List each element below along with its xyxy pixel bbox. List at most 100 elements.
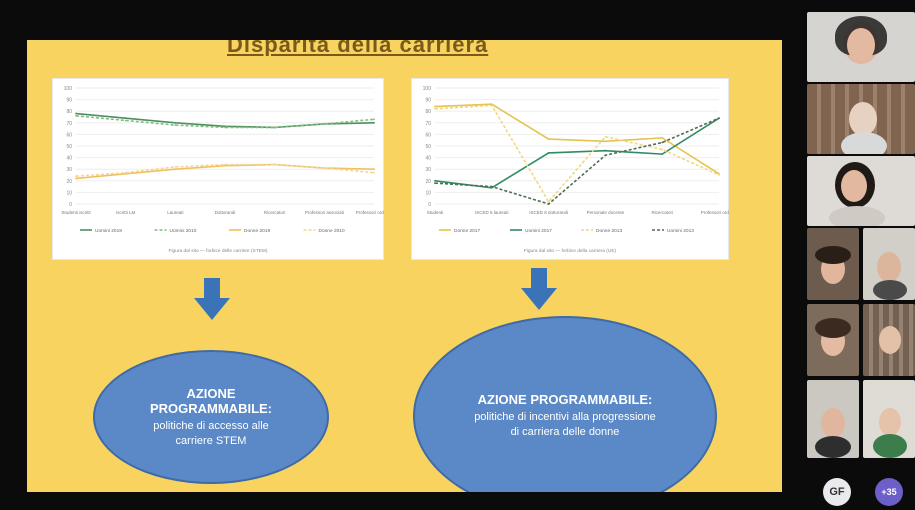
data-point: [273, 126, 276, 129]
y-tick-label: 0: [428, 202, 431, 208]
series-line: [434, 104, 720, 204]
data-point: [547, 152, 550, 154]
data-point: [661, 141, 664, 144]
legend-label: Donne 2019: [244, 228, 270, 234]
down-arrow-icon: [521, 268, 557, 310]
video-tile[interactable]: [863, 380, 915, 458]
participants-bar: GF +35: [807, 472, 915, 510]
y-tick-label: 30: [66, 167, 72, 173]
left-chart-card: 0 10 20 30 40 50 60 70 80 90 100 Studenti iscritti I…: [52, 78, 392, 260]
shared-slide: Disparità della carriera 0 10 20 30 40 50 60 70…: [27, 40, 782, 492]
y-tick-label: 90: [425, 98, 431, 104]
data-point: [273, 163, 276, 166]
legend-label: Donne 2013: [596, 228, 622, 234]
data-point: [661, 136, 664, 139]
data-point: [547, 203, 550, 205]
series-line: [434, 103, 720, 175]
video-tile[interactable]: [807, 84, 915, 154]
video-tile[interactable]: [807, 156, 915, 226]
y-tick-label: 30: [425, 167, 431, 173]
video-tile[interactable]: [807, 304, 859, 376]
data-point: [490, 185, 493, 188]
data-point: [434, 179, 436, 182]
data-point: [434, 182, 436, 185]
data-point: [75, 177, 77, 180]
series-line: [75, 163, 375, 180]
y-tick-label: 20: [66, 179, 72, 185]
y-tick-label: 90: [66, 98, 72, 104]
y-tick-label: 60: [66, 132, 72, 138]
action-title: AZIONE PROGRAMMABILE:: [477, 392, 653, 408]
action-ellipse-left: AZIONE PROGRAMMABILE: politiche di acces…: [93, 350, 329, 484]
data-point: [718, 174, 720, 176]
x-tick-label: ISCED 8 dottorandi: [529, 210, 568, 215]
y-tick-label: 70: [425, 121, 431, 127]
y-tick-label: 10: [66, 190, 72, 196]
data-point: [323, 167, 326, 169]
legend-label: Uomini 2013: [667, 228, 694, 234]
chart-caption: Figura dal sito — forbice della carriera…: [524, 248, 617, 254]
data-point: [604, 135, 607, 138]
x-tick-label: Personale docente: [587, 210, 625, 215]
video-tile[interactable]: [863, 228, 915, 300]
x-tick-label: ISCED 6 laureati: [475, 210, 509, 215]
data-point: [224, 163, 226, 166]
data-point: [75, 112, 77, 115]
y-tick-label: 40: [425, 156, 431, 162]
y-tick-label: 40: [66, 156, 72, 162]
y-tick-label: 60: [425, 132, 431, 138]
data-point: [373, 168, 375, 171]
action-body: politiche di incentivi alla progressione…: [474, 410, 656, 438]
y-tick-label: 0: [69, 202, 72, 208]
down-arrow-icon: [194, 278, 230, 320]
data-point: [174, 121, 177, 124]
y-tick-label: 50: [425, 144, 431, 150]
data-point: [604, 154, 607, 157]
right-chart-card: 0 10 20 30 40 50 60 70 80 90 100 Studenti ISCED 6 la…: [411, 78, 738, 260]
series-line: [434, 117, 720, 189]
chart-caption: Figura dal sito — forbice delle carriere…: [169, 248, 268, 254]
data-point: [490, 104, 493, 107]
data-point: [547, 138, 550, 140]
left-line-chart: 0 10 20 30 40 50 60 70 80 90 100 Studenti iscritti I…: [61, 86, 392, 254]
data-point: [174, 124, 177, 127]
more-participants-button[interactable]: +35: [875, 478, 903, 506]
video-tile[interactable]: [807, 12, 915, 82]
data-point: [75, 114, 77, 117]
y-tick-label: 50: [66, 144, 72, 150]
data-point: [718, 117, 720, 120]
data-point: [434, 107, 436, 110]
video-tile[interactable]: [863, 304, 915, 376]
data-point: [124, 119, 127, 122]
right-line-chart: 0 10 20 30 40 50 60 70 80 90 100 Studenti ISCED 6 la…: [423, 86, 738, 254]
data-point: [661, 153, 664, 156]
x-tick-label: Ricercatori: [264, 210, 286, 215]
y-tick-label: 80: [66, 109, 72, 115]
video-tile[interactable]: [807, 228, 859, 300]
x-tick-label: Professori ordinari: [701, 210, 729, 215]
series-line: [75, 112, 375, 129]
x-tick-label: Dottorandi: [215, 210, 236, 215]
data-point: [547, 200, 550, 203]
x-tick-label: Professori ordinari: [356, 210, 384, 215]
data-point: [373, 171, 375, 174]
avatar[interactable]: GF: [823, 478, 851, 506]
y-tick-label: 100: [423, 86, 432, 92]
data-point: [323, 123, 326, 125]
legend-label: Donne 2017: [454, 228, 480, 234]
data-point: [124, 171, 127, 174]
data-point: [224, 126, 226, 129]
data-point: [373, 118, 375, 121]
data-point: [661, 148, 664, 151]
participant-gallery: [807, 12, 915, 474]
legend-label: Uomini 2010: [170, 228, 197, 234]
data-point: [124, 117, 127, 120]
data-point: [174, 165, 177, 168]
data-point: [174, 168, 177, 171]
data-point: [604, 140, 607, 143]
video-tile[interactable]: [807, 380, 859, 458]
legend-label: Uomini 2017: [525, 228, 552, 234]
x-tick-label: Ricercatori: [651, 210, 673, 215]
y-tick-label: 20: [425, 179, 431, 185]
